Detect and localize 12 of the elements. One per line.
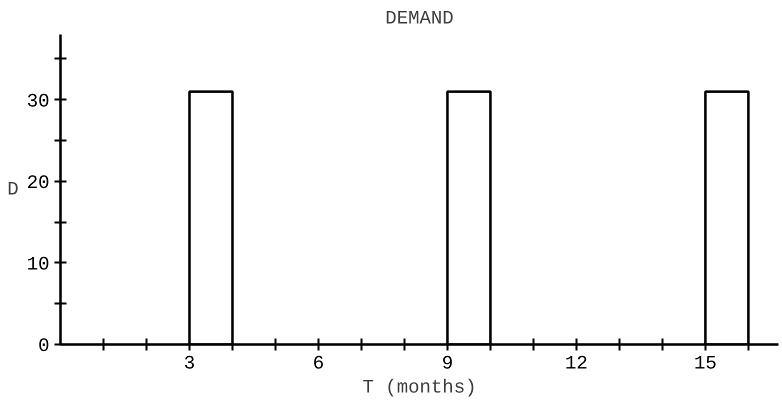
y-tick-label: 0 bbox=[38, 335, 50, 357]
x-tick-label: 6 bbox=[312, 352, 324, 374]
y-axis-title: D bbox=[7, 178, 19, 200]
y-tick-label: 10 bbox=[26, 253, 50, 276]
x-tick-label: 3 bbox=[184, 352, 196, 374]
chart-title: DEMAND bbox=[385, 8, 454, 30]
x-axis-title: T (months) bbox=[362, 376, 477, 398]
x-tick-label: 15 bbox=[694, 352, 717, 374]
y-tick-label: 30 bbox=[26, 90, 50, 112]
x-tick-label: 12 bbox=[565, 352, 588, 374]
x-tick-label: 9 bbox=[442, 352, 454, 374]
y-tick-label: 20 bbox=[26, 172, 50, 194]
